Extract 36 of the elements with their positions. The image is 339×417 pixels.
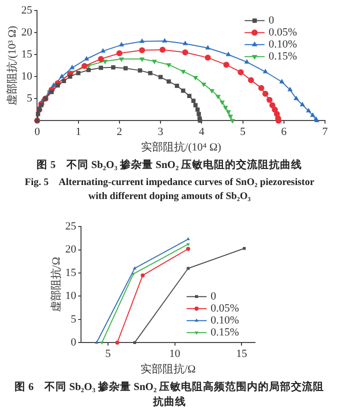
legend-label: 0.05%: [268, 26, 298, 38]
x-axis-title: 实部阻抗/(10⁴ Ω): [141, 140, 222, 154]
x-tick-label: 6: [281, 126, 288, 138]
y-axis-title: 虚部阻抗/(10³ Ω): [5, 25, 18, 106]
y-tick-label: 20: [65, 244, 77, 256]
x-tick-label: 10: [169, 348, 181, 360]
legend-label: 0.10%: [268, 38, 298, 50]
y-tick-label: 10: [21, 70, 33, 82]
y-tick-label: 25: [21, 4, 33, 16]
x-tick-label: 1: [76, 126, 82, 138]
text: 图 6 不同 Sb₂O₃ 掺杂量 SnO₂ 压敏电阻高频范围内的局部交流阻抗曲线: [14, 380, 325, 410]
y-tick-label: 15: [65, 266, 77, 279]
y-tick-label: 5: [26, 92, 33, 104]
x-tick-label: 15: [236, 348, 248, 360]
legend-label: 0.15%: [210, 326, 240, 338]
legend-label: 0.10%: [210, 314, 240, 326]
y-tick-label: 0: [70, 336, 77, 348]
x-tick-label: 4: [198, 126, 205, 138]
legend-label: 0.15%: [268, 50, 298, 62]
x-tick-label: 7: [322, 126, 328, 138]
x-tick-label: 3: [158, 126, 164, 138]
x-tick-label: 5: [240, 126, 246, 138]
x-axis-title: 实部阻抗/Ω: [140, 362, 196, 376]
y-tick-label: 15: [21, 48, 33, 60]
y-tick-label: 5: [70, 313, 77, 326]
y-tick-label: 10: [65, 290, 77, 302]
y-tick-label: 25: [65, 220, 77, 232]
legend-label: 0: [210, 290, 217, 302]
x-tick-label: 2: [116, 126, 122, 138]
y-tick-label: 20: [21, 26, 33, 38]
text: Fig. 5 Alternating-current impedance curves of SnO₂ piezoresistor with different doping amouts of Sb₂O₃: [24, 176, 315, 204]
y-axis-title: 虚部阻抗/Ω: [49, 256, 62, 312]
legend-label: 0: [268, 14, 275, 26]
text: 图 5 不同 Sb₂O₃ 掺杂量 SnO₂ 压敏电阻的交流阻抗曲线: [36, 158, 304, 173]
x-tick-label: 5: [105, 348, 112, 360]
legend-label: 0.05%: [210, 302, 240, 314]
